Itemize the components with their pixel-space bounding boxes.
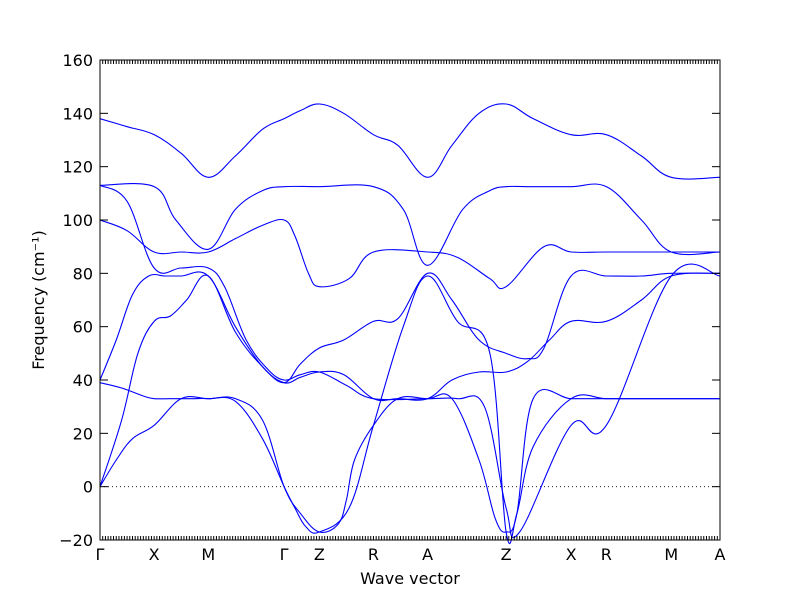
band-4 (99, 218, 720, 290)
ytick-label: 140 (62, 104, 93, 123)
y-axis-title: Frequency (cm⁻¹) (29, 230, 48, 369)
x-axis-title: Wave vector (360, 569, 460, 588)
xtick-label-12: A (715, 545, 726, 564)
xtick-label-3: M (201, 545, 215, 564)
xtick-label-4: Γ (280, 545, 289, 564)
ytick-label: 160 (62, 51, 93, 70)
band-5 (99, 271, 721, 402)
ytick-label: 20 (73, 424, 93, 443)
band-8 (99, 269, 721, 487)
xtick-label-2: X (149, 545, 160, 564)
xtick-label-1: Γ (96, 545, 105, 564)
xtick-label-5: Z (314, 545, 325, 564)
xtick-label-8: Z (501, 545, 512, 564)
ytick-label: 40 (73, 371, 93, 390)
xtick-label-9: X (566, 545, 577, 564)
ytick-label: 0 (83, 478, 93, 497)
xtick-label-11: M (664, 545, 678, 564)
ytick-label: 100 (62, 211, 93, 230)
xtick-label-7: A (422, 545, 433, 564)
xtick-label-6: R (368, 545, 379, 564)
phonon-bands (99, 103, 721, 544)
ytick-label: −20 (59, 531, 93, 550)
y-tick-labels: −20 0 20 40 60 80 100 120 140 160 (59, 51, 93, 550)
ytick-label: 60 (73, 318, 93, 337)
band-2 (99, 183, 721, 266)
plot-frame (99, 59, 721, 541)
band-7 (99, 389, 720, 533)
band-6 (99, 275, 720, 544)
ytick-label: 80 (73, 264, 93, 283)
ytick-label: 120 (62, 158, 93, 177)
band-3 (99, 184, 721, 539)
xtick-label-10: R (601, 545, 612, 564)
band-1 (99, 103, 721, 180)
